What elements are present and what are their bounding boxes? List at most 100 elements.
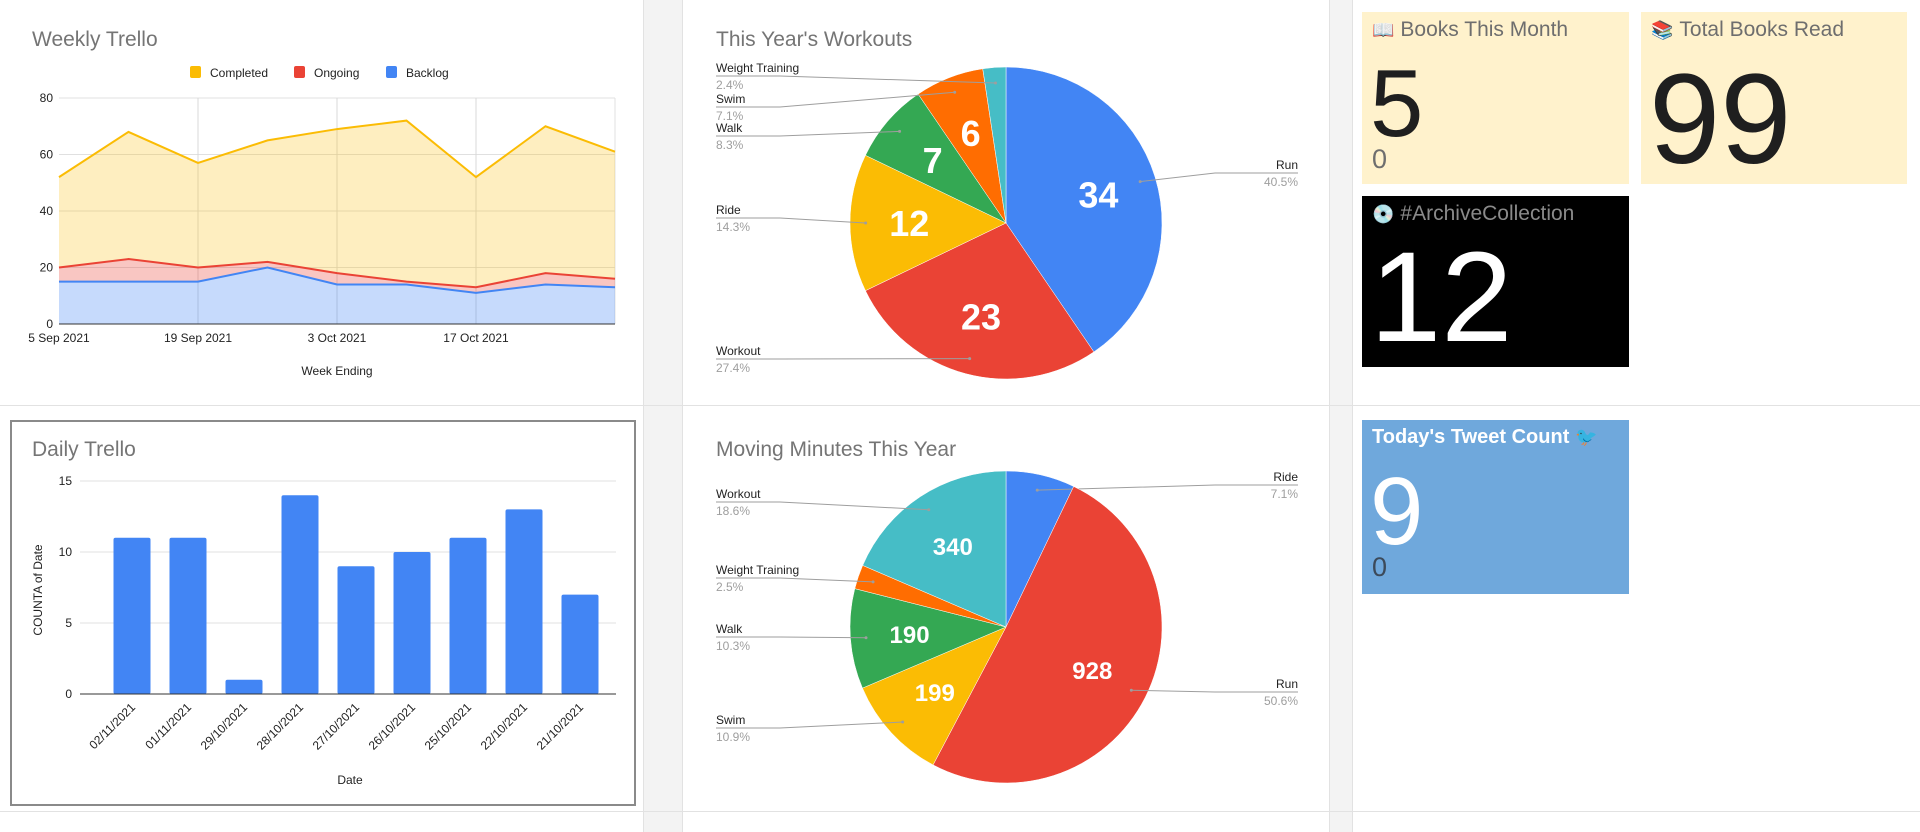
leader-line	[716, 75, 996, 84]
leader-dot	[864, 221, 868, 225]
legend-swatch-completed	[190, 66, 201, 78]
y-tick-label: 15	[59, 474, 73, 488]
pie-slice-run	[932, 486, 1163, 784]
row-divider-bottom	[0, 811, 1920, 812]
area-completed	[59, 120, 615, 288]
pie-slice-weight-training	[982, 66, 1007, 224]
slice-percent-label: 10.9%	[716, 730, 750, 744]
x-axis-title: Date	[337, 773, 363, 787]
x-tick-label: 19 Sep 2021	[164, 331, 232, 345]
bar	[505, 509, 543, 694]
leader-dot	[968, 357, 972, 361]
tile-title: Books This Month	[1400, 18, 1569, 41]
tile-title: Total Books Read	[1679, 18, 1845, 41]
slice-name-label: Workout	[716, 344, 761, 358]
leader-line	[1140, 172, 1298, 183]
leader-line	[716, 130, 900, 137]
slice-name-label: Walk	[716, 121, 743, 135]
slice-name-label: Workout	[716, 487, 761, 501]
bird-icon: 🐦	[1575, 427, 1598, 447]
slice-value-label: 7	[923, 140, 943, 181]
slice-percent-label: 10.3%	[716, 639, 750, 653]
y-tick-label: 20	[40, 261, 54, 275]
legend-swatch-ongoing	[294, 66, 305, 78]
slice-name-label: Run	[1276, 677, 1298, 691]
leader-dot	[994, 81, 998, 85]
bar	[393, 552, 431, 694]
leader-line	[716, 91, 955, 108]
tile-value: 12	[1370, 226, 1513, 367]
slice-percent-label: 18.6%	[716, 504, 750, 518]
y-tick-label: 60	[40, 148, 54, 162]
legend-label: Completed	[210, 66, 268, 80]
pie-slice-run	[1005, 66, 1163, 353]
slice-percent-label: 7.1%	[1271, 487, 1299, 501]
slice-name-label: Ride	[716, 203, 741, 217]
open-book-icon: 📖	[1372, 20, 1395, 40]
bar	[449, 537, 487, 694]
x-tick-label: 17 Oct 2021	[443, 331, 509, 345]
y-tick-label: 0	[46, 317, 53, 331]
slice-value-label: 23	[961, 296, 1001, 337]
leader-dot	[1129, 688, 1133, 692]
minutes-title: Moving Minutes This Year	[716, 438, 957, 461]
pie-slice-ride	[849, 154, 1007, 292]
leader-dot	[1035, 488, 1039, 492]
pie-slice-swim	[862, 626, 1007, 766]
slice-value-label: 199	[915, 680, 955, 707]
bar	[281, 495, 319, 694]
tile-value: 5	[1370, 50, 1424, 157]
tile-subvalue: 0	[1372, 552, 1388, 582]
tile-value: 99	[1649, 48, 1792, 184]
tile-title: #ArchiveCollection	[1400, 202, 1575, 225]
y-tick-label: 0	[65, 687, 72, 701]
y-tick-label: 40	[40, 204, 54, 218]
leader-line	[716, 636, 867, 639]
legend-swatch-backlog	[386, 66, 397, 78]
tile-books-this-month[interactable]: 📖 Books This Month 5 0	[1362, 12, 1629, 184]
bar	[561, 594, 599, 694]
x-tick-label: 3 Oct 2021	[308, 331, 367, 345]
slice-name-label: Swim	[716, 92, 745, 106]
leader-dot	[927, 508, 931, 512]
slice-name-label: Weight Training	[716, 563, 799, 577]
bar	[169, 537, 207, 694]
leader-dot	[898, 129, 902, 133]
column-gutter-1	[643, 0, 683, 832]
bar	[113, 537, 151, 694]
tile-title: Today's Tweet Count	[1372, 426, 1570, 448]
bar	[225, 679, 263, 694]
slice-name-label: Ride	[1273, 470, 1298, 484]
pie-slice-workout	[862, 470, 1007, 628]
daily-trello-title: Daily Trello	[32, 438, 136, 461]
slice-name-label: Run	[1276, 158, 1298, 172]
leader-dot	[953, 90, 957, 94]
leader-line	[1131, 689, 1298, 693]
tile-tweet-count[interactable]: Today's Tweet Count 🐦 9 0	[1362, 420, 1629, 594]
slice-value-label: 34	[1078, 174, 1118, 215]
leader-dot	[871, 580, 875, 584]
workouts-title: This Year's Workouts	[716, 28, 913, 51]
tile-archive-collection[interactable]: 💿 #ArchiveCollection 12	[1362, 196, 1629, 367]
slice-value-label: 190	[890, 622, 930, 649]
slice-name-label: Weight Training	[716, 61, 799, 75]
slice-name-label: Walk	[716, 622, 743, 636]
y-tick-label: 5	[65, 616, 72, 630]
leader-dot	[901, 720, 905, 724]
slice-percent-label: 14.3%	[716, 220, 750, 234]
leader-line	[716, 217, 866, 224]
daily-trello-frame[interactable]	[10, 420, 636, 806]
tile-total-books-read[interactable]: 📚 Total Books Read 99	[1641, 12, 1907, 184]
slice-percent-label: 40.5%	[1264, 175, 1298, 189]
x-tick-label: 5 Sep 2021	[28, 331, 90, 345]
slice-percent-label: 2.5%	[716, 580, 744, 594]
leader-line	[716, 501, 929, 511]
row-divider	[0, 405, 1920, 406]
slice-value-label: 12	[889, 203, 929, 244]
pie-slice-walk	[849, 588, 1007, 689]
slice-value-label: 928	[1072, 658, 1112, 685]
